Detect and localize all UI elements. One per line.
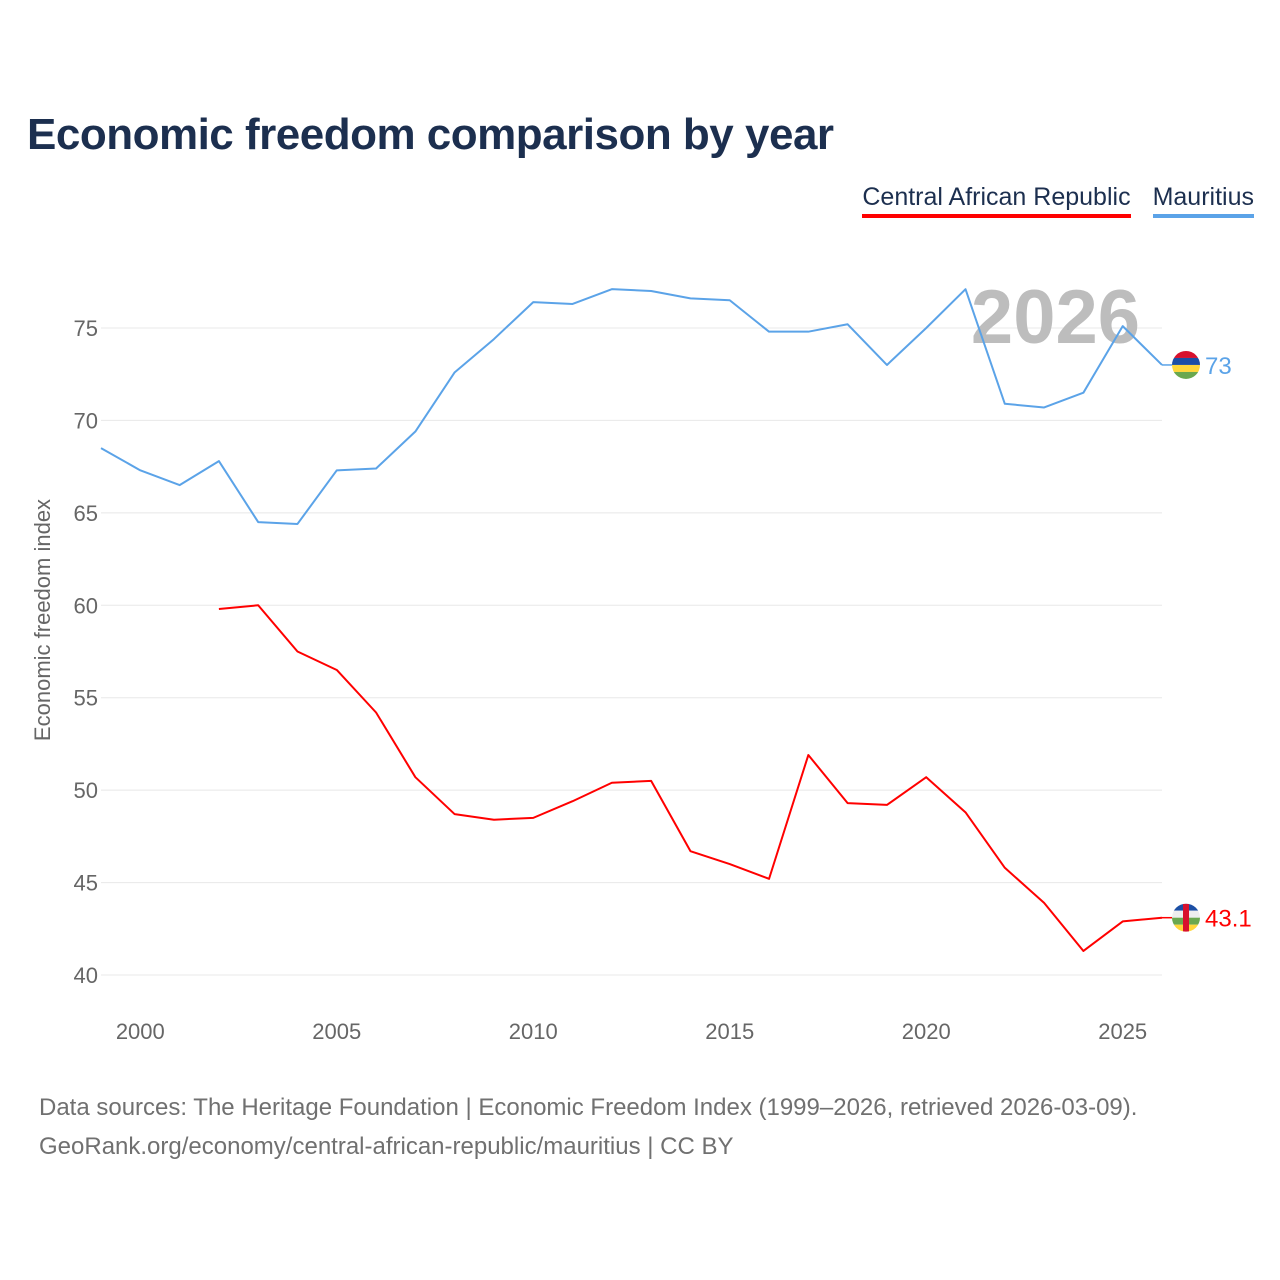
flag-mauritius-icon: [1172, 350, 1200, 379]
y-tick-label: 45: [74, 871, 98, 896]
x-tick-label: 2015: [705, 1019, 754, 1044]
y-tick-label: 55: [74, 686, 98, 711]
year-watermark: 2026: [971, 275, 1140, 360]
y-tick-label: 60: [74, 593, 98, 618]
chart-title: Economic freedom comparison by year: [27, 110, 834, 159]
series-line-car: [218, 604, 1163, 952]
x-tick-label: 2025: [1098, 1019, 1147, 1044]
flag-central-african-republic-icon: [1172, 903, 1200, 932]
x-tick-label: 2010: [509, 1019, 558, 1044]
x-tick-label: 2005: [312, 1019, 361, 1044]
y-tick-label: 75: [74, 316, 98, 341]
x-tick-label: 2020: [902, 1019, 951, 1044]
y-tick-label: 65: [74, 501, 98, 526]
source-line-2[interactable]: GeoRank.org/economy/central-african-repu…: [39, 1133, 734, 1160]
source-line-1: Data sources: The Heritage Foundation | …: [39, 1094, 1138, 1121]
y-axis-label: Economic freedom index: [30, 499, 55, 741]
source-note: Data sources: The Heritage Foundation | …: [39, 1088, 1137, 1166]
legend-item-car[interactable]: Central African Republic: [862, 183, 1131, 218]
end-value-label: 43.1: [1205, 906, 1252, 933]
legend: Central African Republic Mauritius: [862, 183, 1254, 218]
series-line-mauritius: [100, 288, 1163, 525]
end-value-label: 73: [1205, 353, 1232, 380]
y-tick-label: 50: [74, 778, 98, 803]
y-tick-label: 40: [74, 963, 98, 988]
legend-item-mauritius[interactable]: Mauritius: [1152, 183, 1254, 218]
y-tick-label: 70: [74, 408, 98, 433]
x-tick-label: 2000: [116, 1019, 165, 1044]
